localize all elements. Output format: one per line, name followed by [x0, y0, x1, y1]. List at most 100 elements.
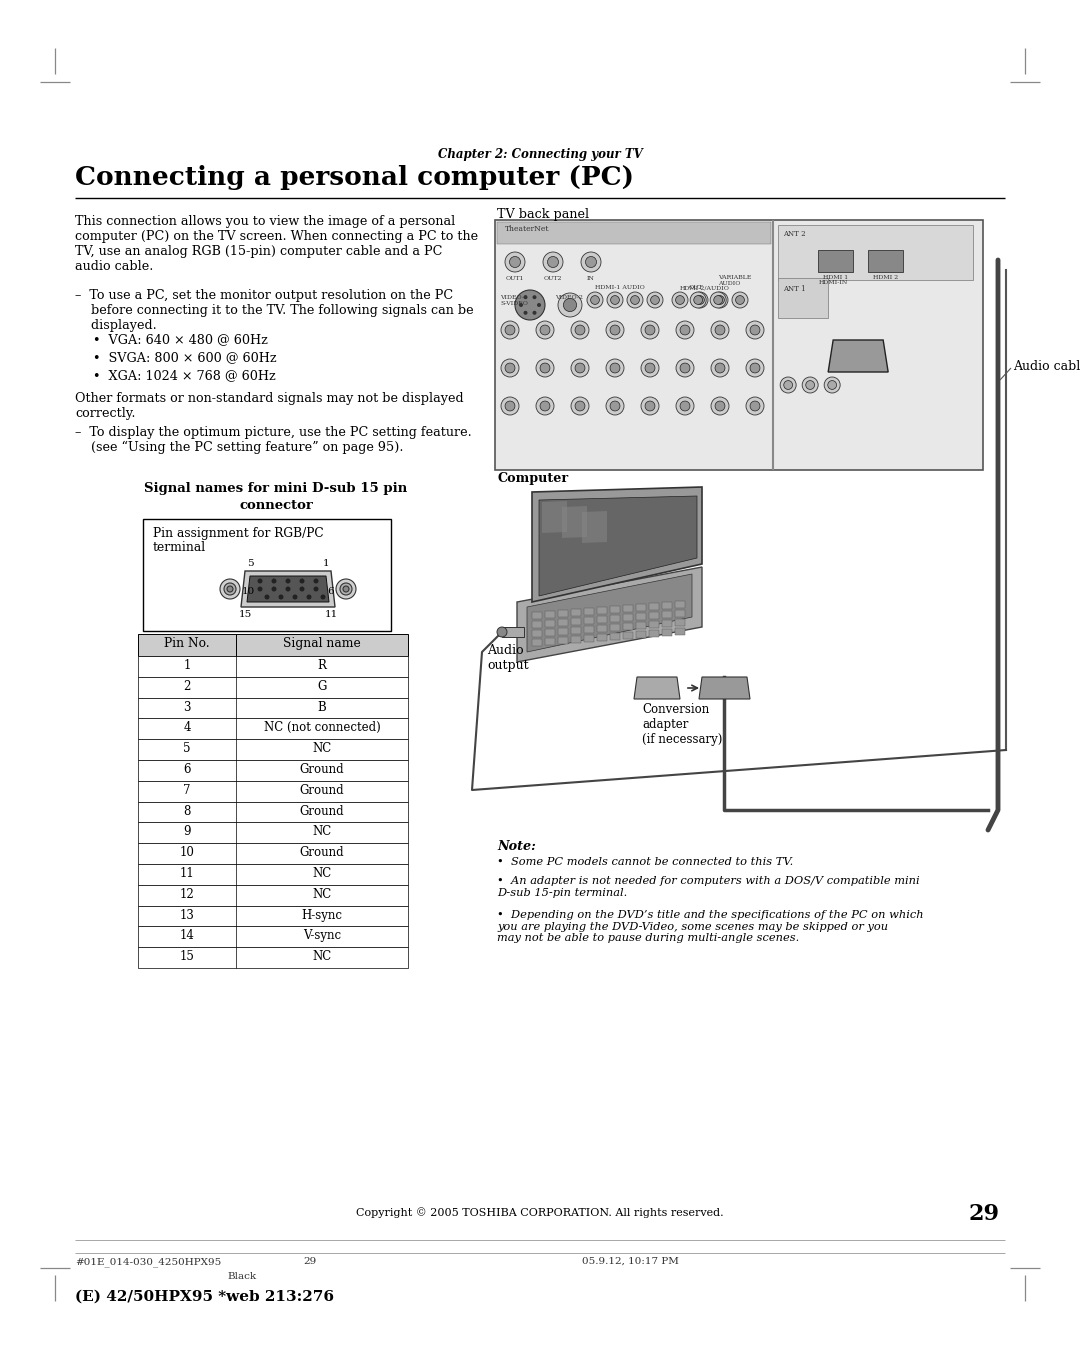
Text: #01E_014-030_4250HPX95: #01E_014-030_4250HPX95: [75, 1257, 221, 1267]
Circle shape: [650, 295, 660, 305]
Circle shape: [680, 325, 690, 335]
Circle shape: [536, 321, 554, 339]
Circle shape: [271, 579, 276, 584]
Text: 1: 1: [184, 660, 191, 672]
Bar: [138, 719, 408, 739]
Circle shape: [711, 291, 726, 308]
Circle shape: [540, 363, 550, 372]
Circle shape: [340, 583, 352, 595]
Circle shape: [543, 252, 563, 272]
Bar: [495, 220, 983, 469]
Circle shape: [279, 595, 283, 599]
Text: 6: 6: [184, 764, 191, 776]
Bar: [868, 250, 903, 272]
Text: 13: 13: [179, 909, 194, 921]
Bar: [138, 739, 408, 759]
Circle shape: [564, 298, 577, 312]
Circle shape: [532, 310, 537, 314]
Bar: [610, 633, 620, 639]
Bar: [138, 823, 408, 843]
Circle shape: [715, 363, 725, 372]
Circle shape: [257, 587, 262, 591]
Circle shape: [732, 291, 748, 308]
Circle shape: [220, 579, 240, 599]
Bar: [636, 604, 646, 611]
Polygon shape: [247, 576, 329, 602]
Circle shape: [524, 310, 527, 314]
Bar: [610, 625, 620, 631]
Text: H-sync: H-sync: [301, 909, 342, 921]
Text: Connecting a personal computer (PC): Connecting a personal computer (PC): [75, 165, 634, 190]
Circle shape: [692, 291, 708, 308]
Bar: [636, 612, 646, 621]
Bar: [584, 608, 594, 615]
Circle shape: [532, 295, 537, 299]
Bar: [649, 630, 659, 637]
Text: terminal: terminal: [153, 541, 206, 554]
Bar: [138, 801, 408, 823]
Bar: [497, 223, 771, 244]
Text: 8: 8: [184, 804, 191, 817]
Text: ANT 2: ANT 2: [783, 229, 806, 237]
Text: NC: NC: [312, 826, 332, 838]
Circle shape: [642, 397, 659, 415]
Circle shape: [510, 256, 521, 267]
Bar: [138, 947, 408, 969]
Bar: [558, 610, 568, 616]
Circle shape: [824, 376, 840, 393]
Text: 11: 11: [179, 867, 194, 880]
Circle shape: [313, 579, 319, 584]
Circle shape: [497, 627, 507, 637]
Circle shape: [716, 295, 725, 305]
Circle shape: [519, 304, 523, 308]
Circle shape: [293, 595, 297, 599]
Text: •  VGA: 640 × 480 @ 60Hz: • VGA: 640 × 480 @ 60Hz: [93, 333, 268, 345]
Text: 6: 6: [327, 588, 334, 596]
Circle shape: [343, 585, 349, 592]
Circle shape: [536, 397, 554, 415]
Bar: [138, 927, 408, 947]
Text: B: B: [318, 700, 326, 714]
Bar: [571, 618, 581, 625]
Bar: [143, 519, 391, 631]
Text: 15: 15: [239, 610, 252, 619]
Text: Ground: Ground: [299, 764, 345, 776]
Circle shape: [711, 321, 729, 339]
Circle shape: [501, 321, 519, 339]
Polygon shape: [539, 496, 697, 596]
Text: 5: 5: [184, 742, 191, 755]
Bar: [649, 612, 659, 619]
Text: Signal name: Signal name: [283, 637, 361, 650]
Bar: [662, 602, 672, 608]
Text: 3: 3: [184, 700, 191, 714]
Text: 05.9.12, 10:17 PM: 05.9.12, 10:17 PM: [581, 1257, 678, 1265]
Circle shape: [676, 321, 694, 339]
Bar: [571, 627, 581, 634]
Circle shape: [606, 359, 624, 376]
Bar: [597, 625, 607, 631]
Circle shape: [540, 325, 550, 335]
Circle shape: [610, 401, 620, 411]
Circle shape: [676, 295, 685, 305]
Text: 9: 9: [184, 826, 191, 838]
Bar: [138, 905, 408, 927]
Text: 29: 29: [969, 1203, 1000, 1225]
Circle shape: [257, 579, 262, 584]
Text: OUT2: OUT2: [543, 277, 563, 281]
Circle shape: [575, 363, 585, 372]
Text: •  Some PC models cannot be connected to this TV.: • Some PC models cannot be connected to …: [497, 857, 793, 867]
Polygon shape: [532, 487, 702, 602]
Circle shape: [285, 587, 291, 591]
Bar: [138, 885, 408, 905]
Circle shape: [610, 295, 620, 305]
Circle shape: [581, 252, 600, 272]
Text: Computer: Computer: [497, 472, 568, 486]
Bar: [675, 610, 685, 616]
Bar: [636, 631, 646, 638]
Text: VARIABLE
AUDIO: VARIABLE AUDIO: [718, 275, 752, 286]
Text: V-sync: V-sync: [302, 929, 341, 943]
Text: TheaterNet: TheaterNet: [505, 225, 550, 233]
Circle shape: [715, 401, 725, 411]
Circle shape: [780, 376, 796, 393]
Polygon shape: [527, 575, 692, 652]
